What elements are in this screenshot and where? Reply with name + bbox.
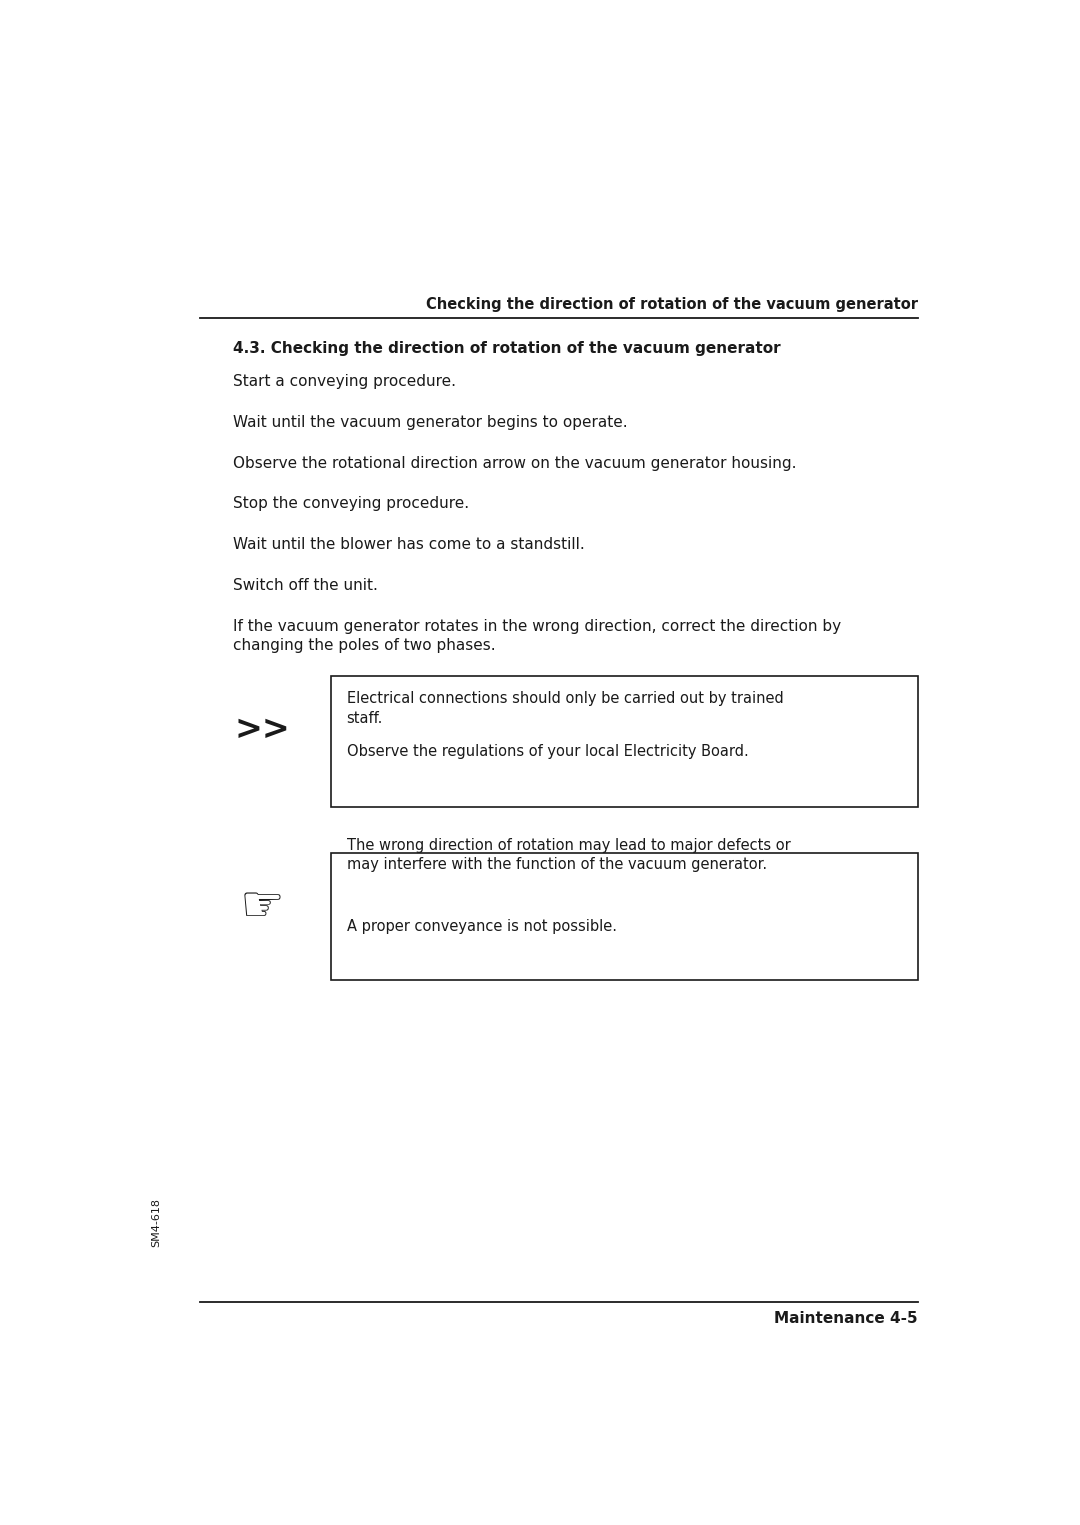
Text: Switch off the unit.: Switch off the unit.: [232, 578, 378, 593]
Text: Stop the conveying procedure.: Stop the conveying procedure.: [232, 497, 469, 511]
Text: Checking the direction of rotation of the vacuum generator: Checking the direction of rotation of th…: [426, 297, 918, 313]
Text: A proper conveyance is not possible.: A proper conveyance is not possible.: [347, 920, 617, 933]
Text: The wrong direction of rotation may lead to major defects or
may interfere with : The wrong direction of rotation may lead…: [347, 837, 791, 872]
Text: ☞: ☞: [240, 883, 284, 932]
Text: 4.3. Checking the direction of rotation of the vacuum generator: 4.3. Checking the direction of rotation …: [232, 342, 780, 355]
Text: Maintenance 4-5: Maintenance 4-5: [774, 1312, 918, 1327]
FancyBboxPatch shape: [332, 676, 918, 807]
Text: Wait until the blower has come to a standstill.: Wait until the blower has come to a stan…: [232, 537, 584, 552]
Text: Observe the rotational direction arrow on the vacuum generator housing.: Observe the rotational direction arrow o…: [232, 456, 796, 471]
Text: If the vacuum generator rotates in the wrong direction, correct the direction by: If the vacuum generator rotates in the w…: [232, 619, 840, 653]
Text: Wait until the vacuum generator begins to operate.: Wait until the vacuum generator begins t…: [232, 415, 627, 430]
Text: Start a conveying procedure.: Start a conveying procedure.: [232, 374, 456, 389]
FancyBboxPatch shape: [332, 852, 918, 981]
Text: >>: >>: [234, 714, 289, 746]
Text: Observe the regulations of your local Electricity Board.: Observe the regulations of your local El…: [347, 744, 748, 759]
Text: SM4-618: SM4-618: [151, 1199, 162, 1247]
Text: Electrical connections should only be carried out by trained
staff.: Electrical connections should only be ca…: [347, 691, 783, 726]
